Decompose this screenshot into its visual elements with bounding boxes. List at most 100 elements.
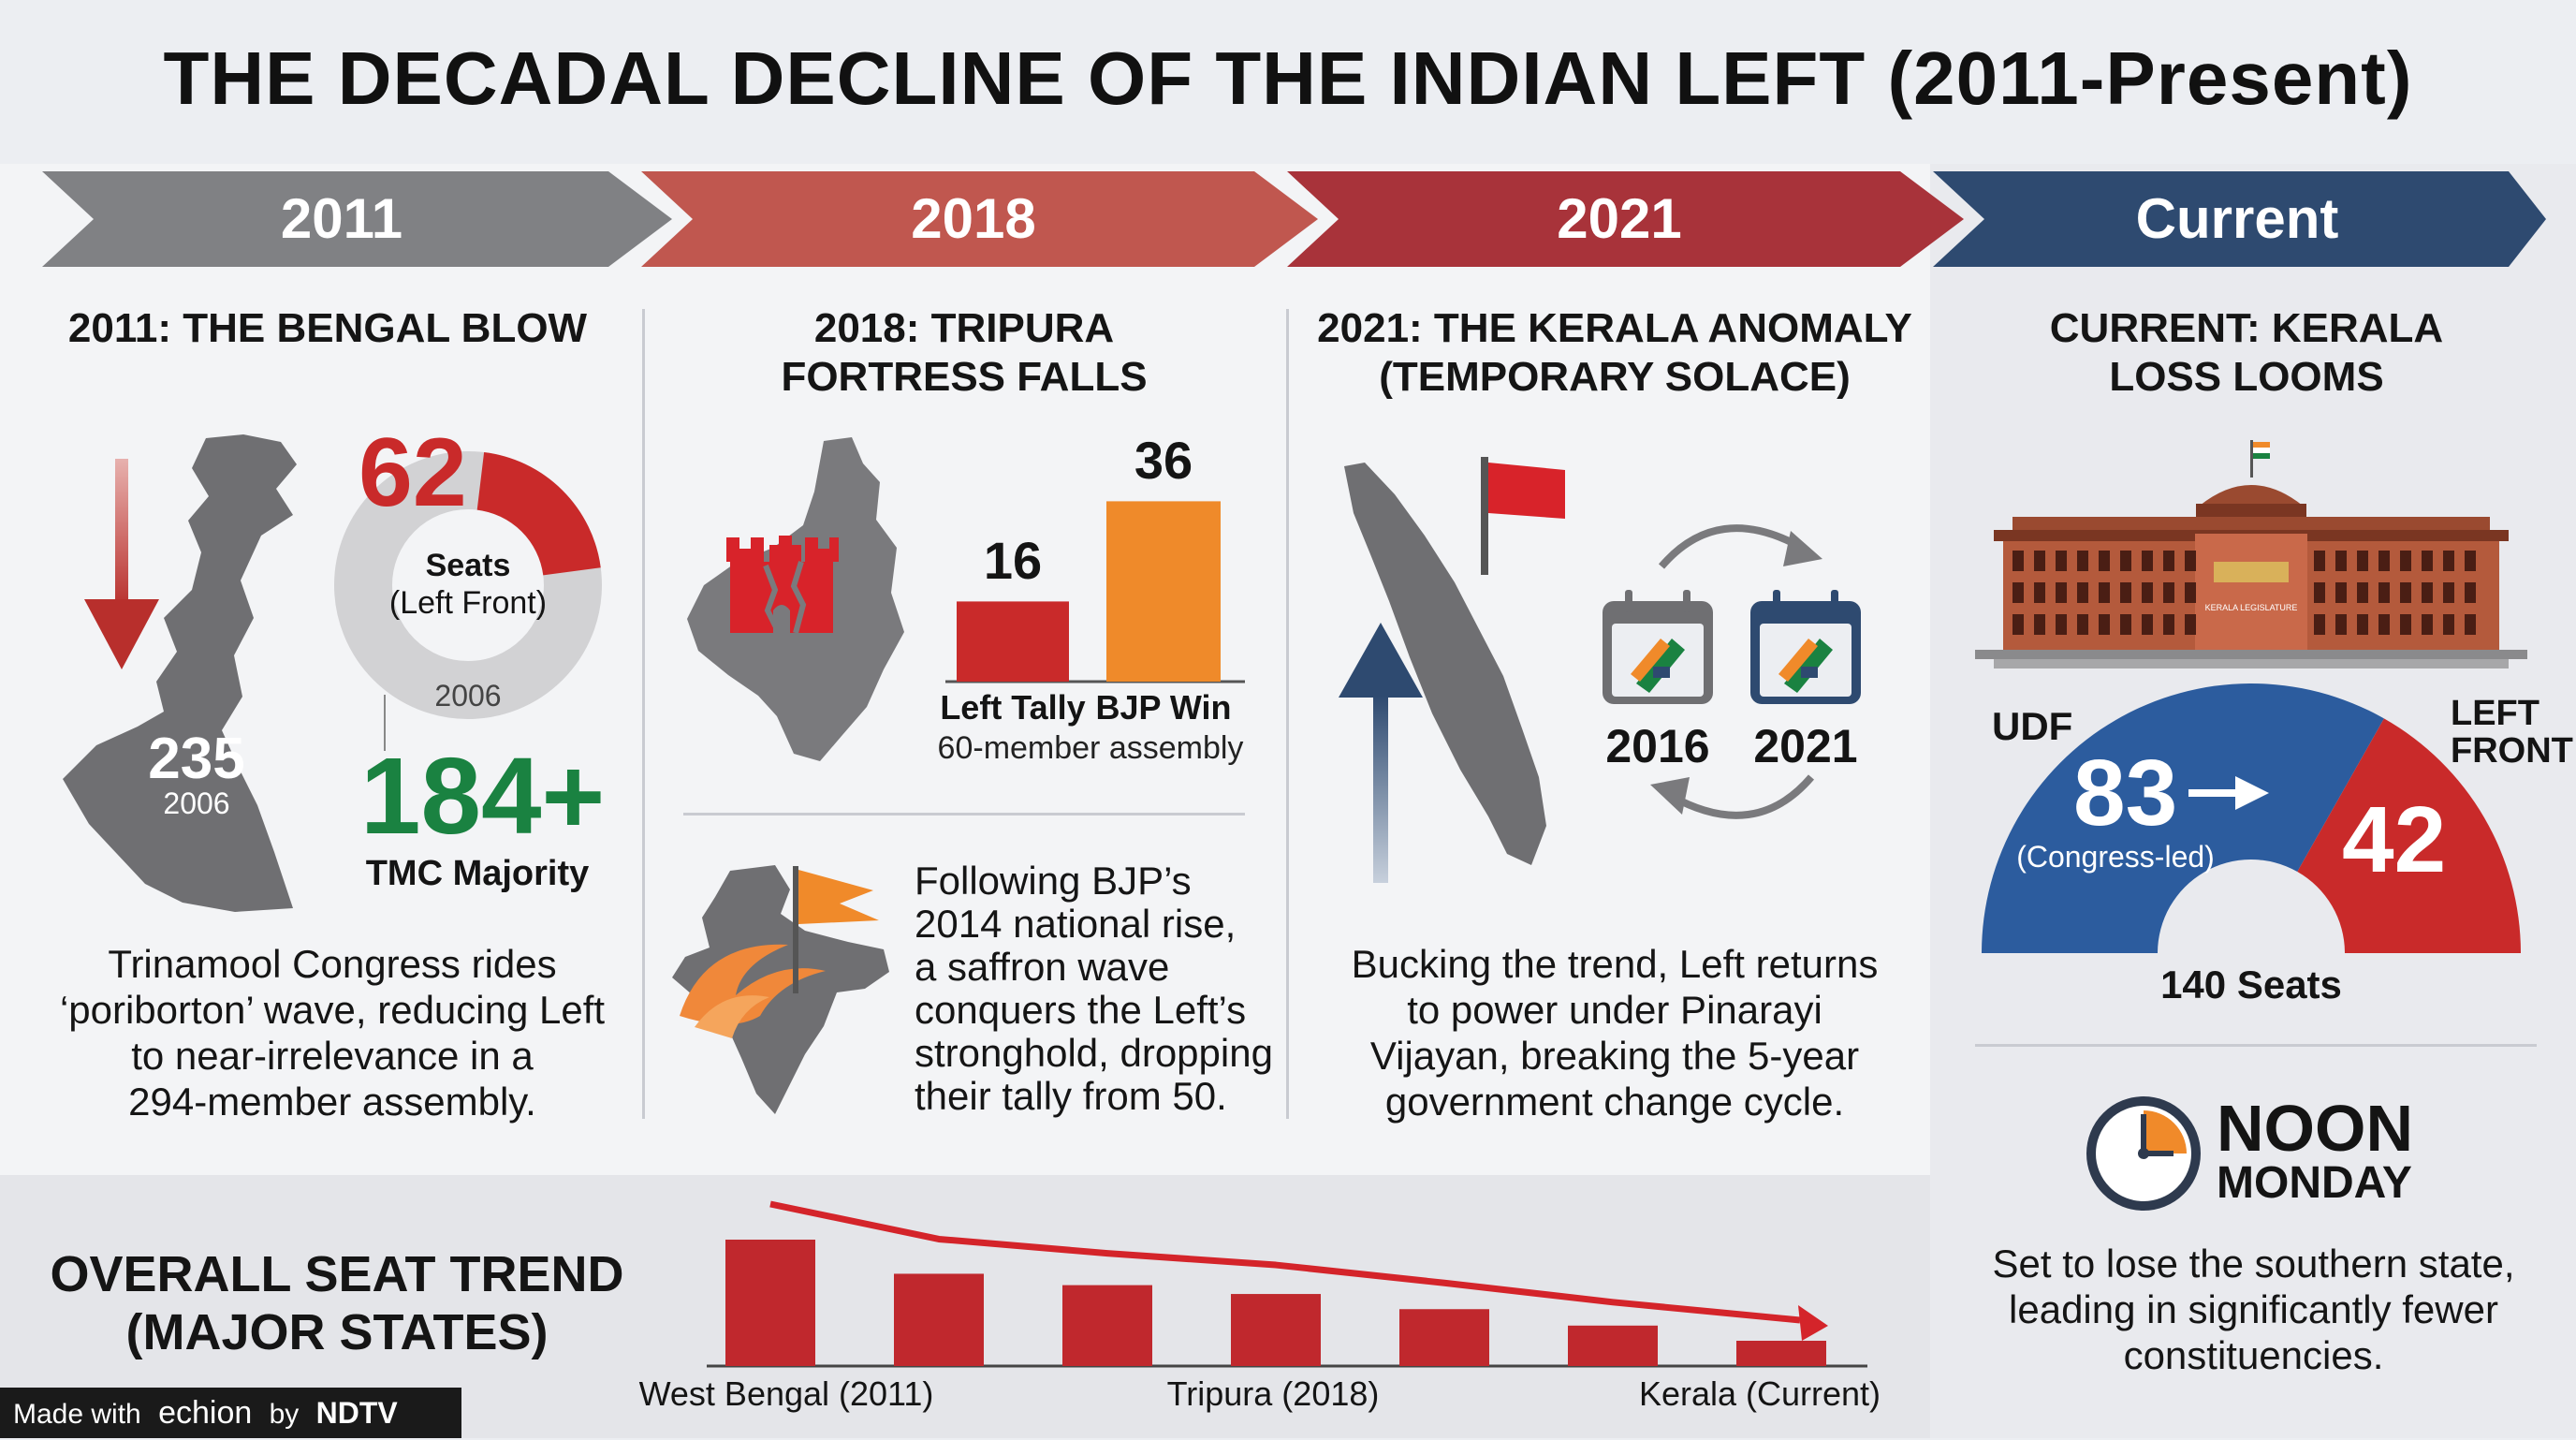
building-window xyxy=(2185,551,2196,571)
legislature-building-icon xyxy=(1975,440,2527,669)
building-window xyxy=(2077,551,2088,571)
building-window xyxy=(2465,614,2476,635)
footer-by: by xyxy=(269,1399,300,1430)
building-sign: KERALA LEGISLATURE xyxy=(2204,603,2298,612)
building-window xyxy=(2443,614,2454,635)
udf-seats-value: 83 xyxy=(2073,741,2178,845)
clock-line-monday: MONDAY xyxy=(2217,1158,2412,1208)
building-window xyxy=(2163,582,2174,603)
building-window xyxy=(2314,582,2325,603)
building-window xyxy=(2077,582,2088,603)
building-window xyxy=(2422,551,2433,571)
building-window xyxy=(2400,551,2411,571)
seats-2006-year: 2006 xyxy=(163,786,230,820)
building-window xyxy=(2465,551,2476,571)
body-2011-line-4: 294-member assembly. xyxy=(128,1080,536,1124)
body-2018-line-1: Following BJP’s xyxy=(915,859,1192,903)
body-current: Set to lose the southern state, leading … xyxy=(1942,1241,2565,1378)
seats-2011-value: 62 xyxy=(359,419,467,527)
building-window xyxy=(2056,614,2067,635)
building-window xyxy=(2314,614,2325,635)
bar-bjp-win-value: 36 xyxy=(1134,431,1193,491)
building-window xyxy=(2034,582,2045,603)
body-2018: Following BJP’s 2014 national rise, a sa… xyxy=(915,860,1289,1118)
body-2021-line-1: Bucking the trend, Left returns xyxy=(1351,942,1879,986)
tripura-bar-chart xyxy=(945,501,1245,683)
clock-line-noon: NOON xyxy=(2217,1092,2413,1165)
building-window xyxy=(2120,551,2131,571)
building-window xyxy=(2400,582,2411,603)
divider-2 xyxy=(1286,309,1289,1119)
ballot-calendar-2016-icon xyxy=(1603,590,1713,704)
up-arrow-icon xyxy=(1339,623,1423,883)
building-window xyxy=(2056,551,2067,571)
building-window xyxy=(2142,582,2153,603)
donut-connector xyxy=(384,695,386,751)
semicircle-left-front xyxy=(2297,718,2521,953)
timeline xyxy=(42,171,2546,267)
year-2021-label: 2021 xyxy=(1753,720,1858,772)
total-seats: 140 Seats xyxy=(2160,962,2342,1007)
building-window xyxy=(2443,551,2454,571)
seat-trend-chart xyxy=(707,1200,1867,1368)
left-front-seats-value: 42 xyxy=(2342,787,2447,892)
clock-icon xyxy=(2086,1096,2201,1211)
timeline-label-2021: 2021 xyxy=(1557,187,1682,250)
building-window xyxy=(2357,551,2368,571)
heading-2021-line-2: (TEMPORARY SOLACE) xyxy=(1379,354,1851,400)
building-window xyxy=(2120,614,2131,635)
body-2018-line-2: 2014 national rise, xyxy=(915,902,1237,946)
building-window xyxy=(2378,551,2390,571)
saffron-flag-icon xyxy=(793,866,879,993)
building-window xyxy=(2099,614,2110,635)
building-window xyxy=(2443,582,2454,603)
trend-bar-4 xyxy=(1231,1294,1321,1366)
footer-network: NDTV xyxy=(315,1396,398,1430)
trend-bar-3 xyxy=(1062,1285,1152,1366)
trend-bar-7 xyxy=(1736,1341,1826,1366)
seats-2006-value: 235 xyxy=(148,727,245,791)
body-2021-line-3: Vijayan, breaking the 5-year xyxy=(1369,1034,1860,1078)
trend-heading-line-1: OVERALL SEAT TREND xyxy=(50,1246,624,1302)
building-window xyxy=(2357,614,2368,635)
udf-sub-label: (Congress-led) xyxy=(2016,840,2215,874)
timeline-label-2018: 2018 xyxy=(911,187,1036,250)
trend-line xyxy=(769,1200,1801,1324)
ballot-calendar-2021-icon xyxy=(1750,590,1861,704)
body-2011-line-3: to near-irrelevance in a xyxy=(131,1034,534,1078)
trend-bar-5 xyxy=(1399,1309,1489,1366)
building-window xyxy=(2378,614,2390,635)
tmc-seats-value: 184+ xyxy=(360,735,606,857)
building-window xyxy=(2012,551,2024,571)
bar-caption: 60-member assembly xyxy=(937,730,1244,766)
building-window xyxy=(2099,582,2110,603)
building-window xyxy=(2335,551,2347,571)
divider-1 xyxy=(642,309,645,1119)
trend-heading: OVERALL SEAT TREND (MAJOR STATES) xyxy=(37,1245,637,1361)
cycle-arrow-top-icon xyxy=(1658,524,1822,569)
bar-bjp-win-label: BJP Win xyxy=(1095,688,1232,727)
timeline-arrow-2018 xyxy=(641,171,1318,267)
saffron-wave-icon xyxy=(680,944,826,1038)
building-window xyxy=(2056,582,2067,603)
building-window xyxy=(2400,614,2411,635)
body-2021-line-4: government change cycle. xyxy=(1384,1080,1845,1124)
divider-2018 xyxy=(683,813,1245,816)
trend-label-kerala: Kerala (Current) xyxy=(1638,1374,1881,1413)
left-front-donut xyxy=(334,451,602,719)
building-window xyxy=(2422,614,2433,635)
udf-label: UDF xyxy=(1992,704,2073,748)
tmc-label: TMC Majority xyxy=(365,854,590,893)
building-window xyxy=(2034,614,2045,635)
year-2016-label: 2016 xyxy=(1605,720,1710,772)
heading-2021: 2021: THE KERALA ANOMALY (TEMPORARY SOLA… xyxy=(1301,304,1928,402)
building-window xyxy=(2335,614,2347,635)
building-window xyxy=(2012,614,2024,635)
timeline-arrow-2021 xyxy=(1287,171,1964,267)
body-2018-line-4: conquers the Left’s xyxy=(915,988,1247,1032)
page-title: THE DECADAL DECLINE OF THE INDIAN LEFT (… xyxy=(163,37,2413,120)
timeline-arrow-current xyxy=(1933,171,2546,267)
building-window xyxy=(2142,551,2153,571)
donut-label-left-front: (Left Front) xyxy=(388,585,548,621)
bar-bjp-win xyxy=(1106,501,1221,682)
